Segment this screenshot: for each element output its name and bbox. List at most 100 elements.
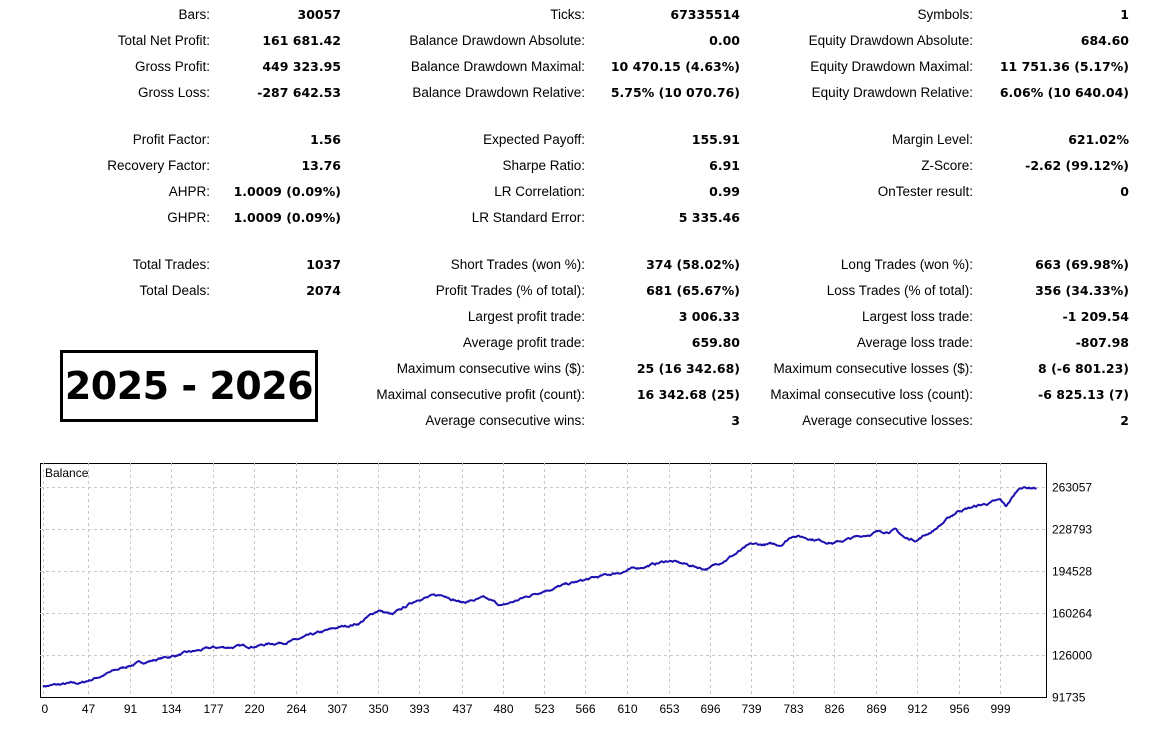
stat-value: -807.98 — [1075, 335, 1129, 350]
stat-label: Equity Drawdown Absolute: — [808, 33, 973, 48]
stat-label: Symbols: — [917, 7, 973, 22]
stat-label: Balance Drawdown Absolute: — [409, 33, 585, 48]
x-tick-label: 869 — [866, 702, 886, 716]
stat-label: Expected Payoff: — [483, 132, 585, 147]
stat-label: Equity Drawdown Relative: — [811, 85, 973, 100]
stat-value: -1 209.54 — [1062, 309, 1129, 324]
stat-value: 374 (58.02%) — [646, 257, 740, 272]
stat-value: 1.0009 (0.09%) — [233, 210, 341, 225]
stat-label: Gross Loss: — [137, 85, 210, 100]
stat-value: 3 006.33 — [678, 309, 740, 324]
chart-frame — [40, 463, 1047, 698]
stat-value: 621.02% — [1068, 132, 1129, 147]
x-tick-label: 264 — [286, 702, 306, 716]
x-tick-label: 653 — [659, 702, 679, 716]
x-tick-label: 739 — [741, 702, 761, 716]
stat-label: Maximum consecutive wins ($): — [396, 361, 585, 376]
stat-value: 1.0009 (0.09%) — [233, 184, 341, 199]
stat-label: Recovery Factor: — [107, 158, 210, 173]
x-tick-label: 350 — [368, 702, 388, 716]
stat-label: Average loss trade: — [856, 335, 973, 350]
stat-label: Largest profit trade: — [467, 309, 585, 324]
stat-value: 0.00 — [709, 33, 740, 48]
stat-value: 161 681.42 — [262, 33, 341, 48]
period-label: 2025 - 2026 — [60, 350, 318, 422]
stat-value: 1037 — [306, 257, 341, 272]
stat-label: Gross Profit: — [134, 59, 210, 74]
stat-label: Largest loss trade: — [861, 309, 973, 324]
stat-value: 356 (34.33%) — [1035, 283, 1129, 298]
x-tick-label: 307 — [327, 702, 347, 716]
x-tick-label: 177 — [203, 702, 223, 716]
x-tick-label: 566 — [575, 702, 595, 716]
y-tick-label: 263057 — [1052, 481, 1092, 495]
stat-label: AHPR: — [168, 184, 210, 199]
stat-label: Maximum consecutive losses ($): — [773, 361, 973, 376]
stat-label: Total Net Profit: — [117, 33, 210, 48]
stat-value: 1 — [1120, 7, 1129, 22]
chart-title: Balance — [45, 466, 89, 480]
stat-value: 663 (69.98%) — [1035, 257, 1129, 272]
stat-label: Equity Drawdown Maximal: — [810, 59, 973, 74]
stat-label: Margin Level: — [891, 132, 973, 147]
x-tick-label: 912 — [907, 702, 927, 716]
stat-value: 659.80 — [691, 335, 740, 350]
stat-value: 6.91 — [709, 158, 740, 173]
stat-value: 684.60 — [1080, 33, 1129, 48]
stat-value: 16 342.68 (25) — [636, 387, 740, 402]
x-tick-label: 696 — [700, 702, 720, 716]
stat-value: 25 (16 342.68) — [636, 361, 740, 376]
y-tick-label: 91735 — [1052, 691, 1086, 705]
x-tick-label: 437 — [452, 702, 472, 716]
stat-value: 0 — [1120, 184, 1129, 199]
stat-value: 2 — [1120, 413, 1129, 428]
stat-value: -6 825.13 (7) — [1038, 387, 1129, 402]
stat-value: 8 (-6 801.23) — [1038, 361, 1129, 376]
balance-chart: 0 47 91 134 177 220 264 307 350 393 437 480 523 566 61… — [40, 463, 1092, 716]
stat-label: Short Trades (won %): — [450, 257, 585, 272]
stat-label: Balance Drawdown Maximal: — [410, 59, 585, 74]
stat-label: GHPR: — [167, 210, 210, 225]
stat-value: -287 642.53 — [257, 85, 341, 100]
stat-label: Maximal consecutive loss (count): — [770, 387, 973, 402]
stat-label: Loss Trades (% of total): — [826, 283, 973, 298]
x-tick-label: 393 — [409, 702, 429, 716]
stat-label: Average profit trade: — [462, 335, 585, 350]
y-tick-label: 194528 — [1052, 565, 1092, 579]
stat-value: 10 470.15 (4.63%) — [610, 59, 740, 74]
stat-value: 681 (65.67%) — [646, 283, 740, 298]
stat-value: 67335514 — [670, 7, 740, 22]
stat-label: Average consecutive wins: — [425, 413, 585, 428]
stat-value: 11 751.36 (5.17%) — [999, 59, 1129, 74]
x-tick-label: 480 — [493, 702, 513, 716]
stat-label: Maximal consecutive profit (count): — [376, 387, 585, 402]
stat-label: Total Deals: — [139, 283, 210, 298]
stat-label: Ticks: — [550, 7, 585, 22]
stat-value: 30057 — [297, 7, 342, 22]
stat-value: 0.99 — [709, 184, 740, 199]
stat-label: Sharpe Ratio: — [502, 158, 585, 173]
x-tick-label: 783 — [783, 702, 803, 716]
stat-label: Balance Drawdown Relative: — [412, 85, 585, 100]
balance-line — [42, 486, 1038, 688]
x-tick-label: 47 — [82, 702, 96, 716]
stat-value: 6.06% (10 640.04) — [999, 85, 1129, 100]
stat-value: 2074 — [306, 283, 341, 298]
stat-value: 155.91 — [691, 132, 740, 147]
stat-label: Average consecutive losses: — [802, 413, 973, 428]
y-tick-label: 126000 — [1052, 649, 1092, 663]
stat-label: LR Standard Error: — [471, 210, 585, 225]
stat-value: 5 335.46 — [678, 210, 740, 225]
y-tick-label: 228793 — [1052, 523, 1092, 537]
x-tick-label: 134 — [161, 702, 181, 716]
stat-value: -2.62 (99.12%) — [1025, 158, 1129, 173]
stat-label: Profit Factor: — [132, 132, 210, 147]
x-tick-label: 523 — [534, 702, 554, 716]
stat-value: 449 323.95 — [262, 59, 341, 74]
stat-label: LR Correlation: — [494, 184, 585, 199]
stat-label: Long Trades (won %): — [840, 257, 973, 272]
stat-value: 1.56 — [310, 132, 341, 147]
x-tick-label: 826 — [824, 702, 844, 716]
stat-value: 13.76 — [301, 158, 341, 173]
stat-value: 5.75% (10 070.76) — [610, 85, 740, 100]
